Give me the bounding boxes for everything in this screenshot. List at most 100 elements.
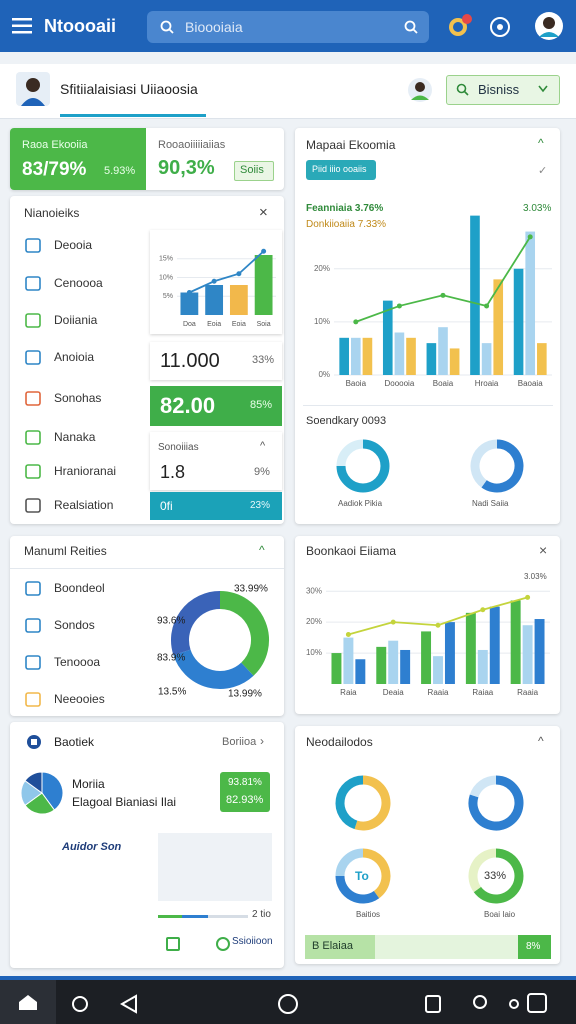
report-subtitle: Elagoal Bianiasi Ilai [72,795,177,809]
chevron-icon[interactable]: › [260,734,264,748]
report-tile-value: 93.81% [228,777,262,788]
secondary-badge-label: Soiis [240,164,264,176]
stat-change: 23% [250,500,271,511]
progress-label: 2 tio [252,909,271,920]
stat-change: 33% [252,354,275,366]
user-avatar[interactable] [534,11,564,41]
stat-change: 9% [254,466,270,478]
bottom-nav [0,980,576,1024]
nav-user[interactable] [473,995,487,1009]
nav-eye[interactable] [509,999,519,1009]
stat-label: Sonoiiias [158,442,199,453]
progress-fill [182,915,208,918]
stat-tile-teal [150,492,282,520]
stat-value: 82.00 [160,393,216,418]
legend-entry: 3.03% [523,203,552,214]
footer-icon[interactable] [166,937,180,951]
search-box[interactable] [147,11,429,43]
collapse-icon[interactable]: ^ [538,136,544,150]
dropdown-caret [538,85,548,93]
stat-tile [150,432,282,490]
stat-tile-green [150,386,282,426]
progress-fill [158,915,182,918]
caret-icon[interactable]: ^ [260,440,266,452]
node-progress-end [518,935,551,959]
report-title: Baotiek [54,735,95,749]
divider [10,568,284,569]
nodes-title: Neodailodos [306,735,373,749]
stat-value: 0fi [160,499,173,513]
settings-icon[interactable] [488,15,512,39]
stat-value: 11.000 [160,350,220,372]
close-icon[interactable]: × [259,204,268,221]
search-button[interactable] [404,20,418,34]
report-name: Moriia [72,777,105,791]
mini-chart-panel [150,230,282,334]
indicators-title: Nianoieiks [24,206,80,220]
donut-label: Boai Iaio [484,910,516,919]
legend-entry: 3.03% [524,572,547,581]
balance-card [295,536,560,714]
secondary-badge [234,161,274,181]
summary-label: Raoa Ekooiia [22,139,88,151]
header-title: Sfitiialaisiasi Uiiaoosia [60,81,198,97]
balance-title: Boonkaoi Eiiama [306,544,397,558]
search-placeholder: Bioooiaia [185,19,243,35]
legend-entry: Donkiioaiia 7.33% [306,219,387,230]
button-icon [456,83,469,96]
summary-change: 5.93% [104,165,136,177]
stat-change: 85% [250,399,273,411]
nav-home[interactable] [19,995,37,1010]
legend-entry: Feanniaia 3.76% [306,203,384,214]
nodes-card [295,726,560,964]
report-section: Auidor Son [62,841,122,853]
nav-back[interactable] [119,994,137,1014]
economy-button-label: Piid iiio ooaiis [312,164,367,174]
placeholder-box [158,833,272,901]
tab-underline [60,114,206,117]
app-title: Ntoooaii [44,16,116,36]
nav-icons [19,993,547,1014]
collapse-icon[interactable]: ^ [259,543,265,557]
node-progress-fill [305,935,375,959]
footer-icon[interactable] [216,937,230,951]
divider [303,405,553,406]
economy-card [295,128,560,524]
summary-highlight [10,128,146,190]
secondary-label: Rooaoiiiiiaiias [158,139,226,151]
footer-label: Ssioiioon [232,936,273,947]
node-progress-label: B Elaiaa [312,940,353,952]
donut-label: Aadiok Pikia [338,499,383,508]
secondary-value: 90,3% [158,157,215,179]
stat-value: 1.8 [160,462,186,482]
close-icon[interactable]: × [539,542,548,558]
nav-center[interactable] [278,994,298,1014]
nav-doc[interactable] [425,995,441,1013]
regions-card [10,536,284,716]
nav-circle[interactable] [72,996,88,1012]
check-icon[interactable]: ✓ [538,165,548,177]
stat-tile [150,342,282,380]
donut-label: Nadi Saiia [472,499,509,508]
donut-inner: To [355,869,369,883]
donut-inner: 33% [484,870,507,882]
menu-icon[interactable] [12,16,34,36]
report-icon [27,735,41,749]
notification-icon[interactable] [446,12,474,40]
header-avatar [16,72,50,106]
node-progress-value: 8% [526,941,541,952]
nav-apps[interactable] [527,993,547,1013]
report-tile [220,772,270,812]
economy-title: Mapaai Ekoomia [306,138,396,152]
header-user[interactable] [407,77,433,103]
nav-accent [0,976,576,980]
business-button-label: Bisniss [478,82,520,97]
economy-button[interactable] [306,160,376,180]
report-tile-value: 82.93% [226,794,264,806]
collapse-icon[interactable]: ^ [538,734,544,748]
report-link[interactable]: Boriioa [222,736,257,748]
donut-label: Baitios [356,910,381,919]
regions-title: Manuml Reities [24,544,107,558]
search-icon [160,20,174,34]
